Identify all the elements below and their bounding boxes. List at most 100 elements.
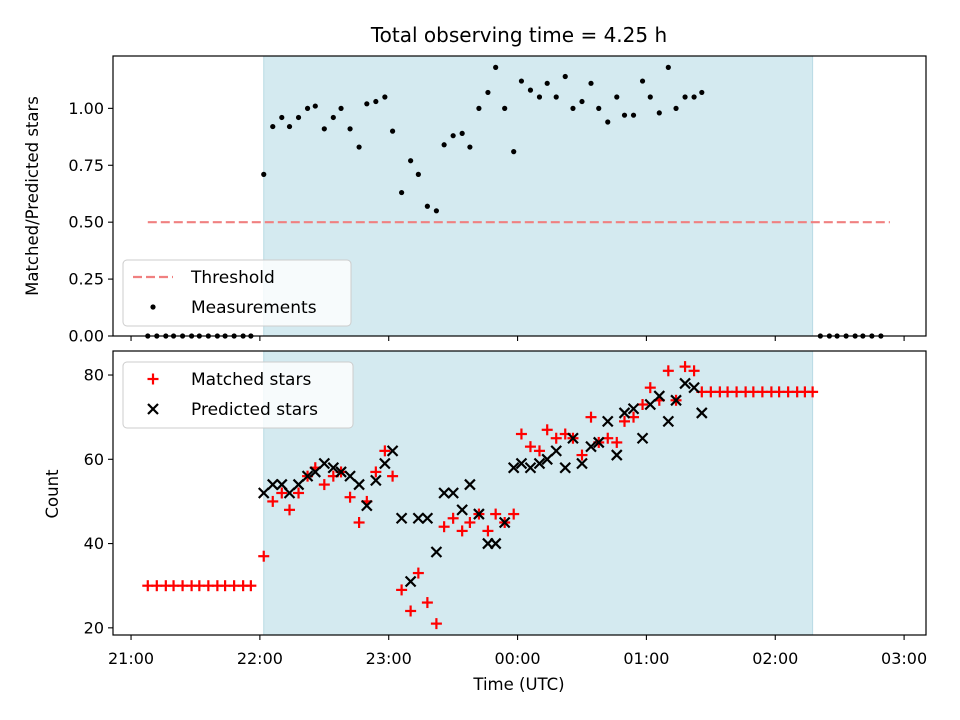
- data-point: [438, 521, 450, 533]
- data-point: [511, 149, 517, 155]
- data-point: [665, 64, 671, 70]
- data-point: [335, 466, 347, 478]
- data-point: [673, 105, 679, 111]
- y-tick-label: 1.00: [68, 99, 104, 118]
- data-point: [553, 94, 559, 100]
- legend-label: Threshold: [190, 268, 275, 288]
- data-point: [395, 512, 408, 525]
- data-point: [283, 487, 296, 499]
- data-point: [321, 126, 327, 132]
- bottom-panel-series-predicted-stars: [257, 377, 708, 588]
- y-tick-label: 0.50: [68, 213, 104, 232]
- legend-label: Measurements: [191, 298, 317, 318]
- bottom-panel-legend: Matched stars Predicted stars: [122, 361, 354, 429]
- data-point: [347, 126, 353, 132]
- data-point: [570, 105, 576, 111]
- legend-box: [122, 259, 352, 327]
- data-point: [459, 130, 465, 136]
- data-point: [688, 381, 700, 394]
- x-axis-label: Time (UTC): [472, 675, 564, 694]
- legend-swatch: [147, 373, 159, 385]
- data-point: [408, 158, 414, 164]
- data-point: [601, 415, 614, 428]
- top-panel-y-axis-label: Matched/Predicted stars: [23, 96, 42, 296]
- data-point: [639, 78, 646, 84]
- data-point: [656, 110, 662, 116]
- data-point: [412, 512, 425, 525]
- data-point: [670, 394, 682, 407]
- x-tick-label: 03:00: [881, 649, 927, 668]
- data-point: [421, 512, 434, 525]
- data-point: [567, 432, 579, 445]
- data-point: [611, 436, 623, 448]
- legend-label: Predicted stars: [191, 400, 318, 420]
- data-point: [327, 461, 340, 474]
- data-point: [399, 189, 405, 196]
- y-tick-label: 20: [84, 618, 104, 637]
- top-panel-observing-window: [263, 55, 814, 337]
- data-point: [389, 128, 396, 134]
- data-point: [691, 94, 697, 100]
- x-tick-label: 02:00: [752, 649, 798, 668]
- data-point: [679, 361, 691, 373]
- data-point: [312, 103, 318, 109]
- data-point: [588, 80, 594, 86]
- data-point: [438, 487, 450, 499]
- data-point: [245, 580, 257, 592]
- data-point: [498, 516, 511, 529]
- data-point: [433, 208, 439, 214]
- data-point: [421, 597, 433, 609]
- y-tick-label: 40: [84, 534, 104, 553]
- data-point: [379, 457, 391, 470]
- data-point: [364, 101, 370, 107]
- data-point: [482, 525, 494, 537]
- data-point: [361, 499, 373, 512]
- data-point: [353, 478, 365, 491]
- data-point: [579, 98, 585, 105]
- data-point: [447, 512, 459, 524]
- data-point: [559, 461, 572, 474]
- data-point: [304, 105, 311, 111]
- data-point: [630, 112, 637, 118]
- data-point: [330, 114, 336, 121]
- data-point: [524, 461, 537, 474]
- data-point: [507, 461, 520, 474]
- data-point: [619, 415, 631, 427]
- data-point: [585, 440, 597, 453]
- data-point: [550, 432, 562, 444]
- data-point: [576, 457, 588, 470]
- data-point: [441, 142, 447, 148]
- data-point: [344, 491, 356, 503]
- data-point: [318, 479, 330, 491]
- data-point: [662, 365, 674, 377]
- data-point: [679, 377, 691, 390]
- data-point: [270, 123, 276, 130]
- x-tick-label: 22:00: [237, 649, 283, 668]
- data-point: [621, 112, 628, 118]
- data-point: [544, 80, 550, 86]
- data-point: [379, 445, 391, 457]
- data-point: [614, 94, 620, 100]
- data-point: [261, 171, 267, 177]
- data-point: [404, 575, 417, 588]
- data-point: [592, 436, 605, 449]
- data-point: [485, 89, 491, 96]
- x-tick-label: 21:00: [108, 649, 154, 668]
- data-point: [370, 474, 382, 487]
- y-tick-label: 80: [84, 366, 104, 385]
- top-panel-legend: Threshold Measurements: [122, 259, 352, 327]
- data-point: [387, 470, 399, 482]
- data-point: [447, 487, 459, 499]
- data-point: [699, 89, 705, 96]
- data-point: [318, 457, 331, 470]
- data-point: [464, 516, 476, 528]
- data-point: [412, 567, 424, 579]
- data-point: [489, 537, 502, 550]
- data-point: [585, 411, 597, 423]
- data-point: [653, 390, 666, 402]
- data-point: [515, 428, 527, 440]
- data-point: [562, 73, 568, 80]
- data-point: [605, 119, 611, 125]
- data-point: [373, 98, 379, 105]
- data-point: [682, 94, 688, 100]
